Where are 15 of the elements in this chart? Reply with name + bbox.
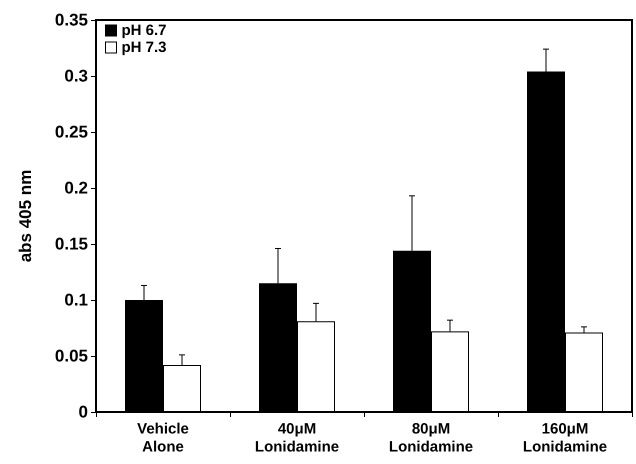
x-tick-label: 80μM Lonidamine xyxy=(388,420,474,456)
y-tick-label: 0.25 xyxy=(54,122,88,142)
y-tick-label: 0.15 xyxy=(54,234,88,254)
y-tick-label: 0.3 xyxy=(64,66,88,86)
y-tick-label: 0.05 xyxy=(54,346,88,366)
y-tick-label: 0 xyxy=(78,402,88,422)
y-tick-label: 0.2 xyxy=(64,178,88,198)
x-tick-label: 160μM Lonidamine xyxy=(522,420,608,456)
legend-label: pH 6.7 xyxy=(122,22,167,39)
x-tick-label: Vehicle Alone xyxy=(137,420,189,456)
y-tick-label: 0.1 xyxy=(64,290,88,310)
y-axis-title: abs 405 nm xyxy=(16,170,35,262)
y-tick-label: 0.35 xyxy=(54,10,88,30)
legend-label: pH 7.3 xyxy=(122,39,167,56)
x-tick-label: 40μM Lonidamine xyxy=(254,420,340,456)
